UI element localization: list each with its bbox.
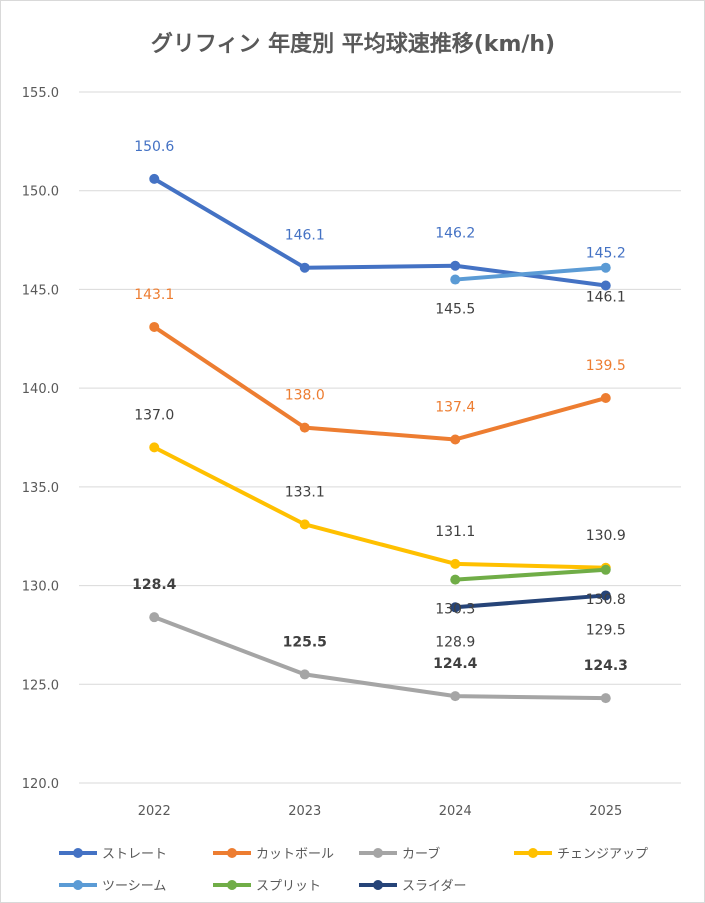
x-tick-label: 2023 bbox=[288, 804, 321, 819]
data-label: 143.1 bbox=[134, 287, 174, 303]
series-6 bbox=[450, 590, 611, 613]
legend-label: スプリット bbox=[256, 879, 321, 894]
data-label: 131.1 bbox=[435, 524, 475, 540]
data-label: 128.4 bbox=[132, 577, 177, 593]
series-line bbox=[453, 567, 608, 582]
legend-item: カーブ bbox=[359, 846, 440, 862]
data-point bbox=[450, 434, 461, 445]
legend-label: スライダー bbox=[402, 879, 466, 894]
legend-marker bbox=[227, 880, 237, 890]
data-label: 150.6 bbox=[134, 139, 174, 155]
series-2 bbox=[149, 612, 611, 704]
data-label: 133.1 bbox=[285, 484, 325, 500]
data-label: 137.0 bbox=[134, 407, 174, 423]
y-tick-label: 155.0 bbox=[22, 86, 59, 101]
data-label: 124.4 bbox=[433, 656, 478, 672]
data-label: 146.2 bbox=[435, 226, 475, 242]
data-point bbox=[299, 262, 310, 273]
legend-item: カットボール bbox=[213, 847, 334, 862]
y-tick-label: 140.0 bbox=[22, 382, 59, 397]
data-point bbox=[299, 669, 310, 680]
legend-item: チェンジアップ bbox=[514, 847, 648, 862]
data-label: 124.3 bbox=[584, 658, 628, 674]
data-point bbox=[600, 590, 611, 601]
series-line bbox=[453, 593, 608, 610]
data-label: 139.5 bbox=[586, 358, 626, 374]
data-point bbox=[450, 274, 461, 285]
y-tick-label: 135.0 bbox=[22, 481, 59, 496]
data-point bbox=[600, 393, 611, 404]
series-4 bbox=[450, 262, 611, 285]
y-tick-label: 145.0 bbox=[22, 283, 59, 298]
legend-marker bbox=[73, 848, 83, 858]
x-tick-label: 2022 bbox=[138, 804, 171, 819]
series-line bbox=[152, 176, 608, 288]
series-lines bbox=[149, 173, 611, 704]
legend-item: ツーシーム bbox=[59, 879, 166, 894]
data-label: 145.2 bbox=[586, 245, 626, 261]
data-point bbox=[450, 558, 461, 569]
legend-marker bbox=[528, 848, 538, 858]
data-point bbox=[600, 280, 611, 291]
legend-marker bbox=[373, 880, 383, 890]
legend-marker bbox=[73, 880, 83, 890]
gridlines bbox=[79, 91, 681, 784]
legend-item: ストレート bbox=[59, 847, 167, 862]
x-tick-label: 2025 bbox=[589, 804, 622, 819]
series-line bbox=[152, 324, 608, 442]
series-line bbox=[152, 445, 608, 570]
data-point bbox=[149, 321, 160, 332]
legend-marker bbox=[373, 848, 383, 858]
x-axis-ticks: 2022 2023 2024 2025 bbox=[138, 804, 623, 819]
x-tick-label: 2024 bbox=[439, 804, 472, 819]
legend-marker bbox=[227, 848, 237, 858]
chart-title: グリフィン 年度別 平均球速推移(km/h) bbox=[151, 31, 555, 57]
data-point bbox=[149, 173, 160, 184]
y-axis-ticks: 120.0 125.0 130.0 135.0 140.0 145.0 150.0 155.0 bbox=[22, 86, 59, 792]
data-point bbox=[450, 691, 461, 702]
y-tick-label: 130.0 bbox=[22, 580, 59, 595]
data-point bbox=[450, 602, 461, 613]
data-point bbox=[450, 260, 461, 271]
data-point bbox=[299, 422, 310, 433]
y-tick-label: 125.0 bbox=[22, 678, 59, 693]
data-point bbox=[600, 262, 611, 273]
data-label: 145.5 bbox=[435, 302, 475, 318]
y-tick-label: 150.0 bbox=[22, 185, 59, 200]
data-label: 146.1 bbox=[586, 290, 626, 306]
legend-item: スプリット bbox=[213, 879, 321, 894]
data-label: 130.8 bbox=[586, 592, 626, 608]
legend-item: スライダー bbox=[359, 879, 466, 894]
data-label: 137.4 bbox=[435, 399, 475, 415]
data-label: 130.3 bbox=[435, 602, 475, 618]
legend-label: ストレート bbox=[102, 847, 167, 862]
series-5 bbox=[450, 564, 611, 585]
data-label: 138.0 bbox=[285, 388, 325, 404]
data-label: 130.9 bbox=[586, 528, 626, 544]
data-point bbox=[299, 519, 310, 530]
data-label: 125.5 bbox=[283, 634, 327, 650]
series-line bbox=[152, 615, 608, 701]
data-point bbox=[149, 612, 160, 623]
legend-label: カーブ bbox=[402, 846, 440, 862]
data-label: 146.1 bbox=[285, 228, 325, 244]
series-3 bbox=[149, 442, 611, 573]
data-point bbox=[149, 442, 160, 453]
legend-label: カットボール bbox=[256, 847, 334, 862]
y-tick-label: 120.0 bbox=[22, 777, 59, 792]
data-labels: 150.6 146.1 146.2 145.2 143.1 138.0 137.4 139.5… bbox=[132, 139, 628, 674]
series-1 bbox=[149, 321, 611, 445]
data-label: 128.9 bbox=[435, 634, 475, 650]
legend-label: ツーシーム bbox=[102, 879, 166, 894]
data-point bbox=[450, 574, 461, 585]
series-line bbox=[453, 265, 608, 282]
data-point bbox=[600, 564, 611, 575]
data-label: 129.5 bbox=[586, 622, 626, 638]
data-point bbox=[600, 693, 611, 704]
legend-label: チェンジアップ bbox=[557, 847, 648, 862]
